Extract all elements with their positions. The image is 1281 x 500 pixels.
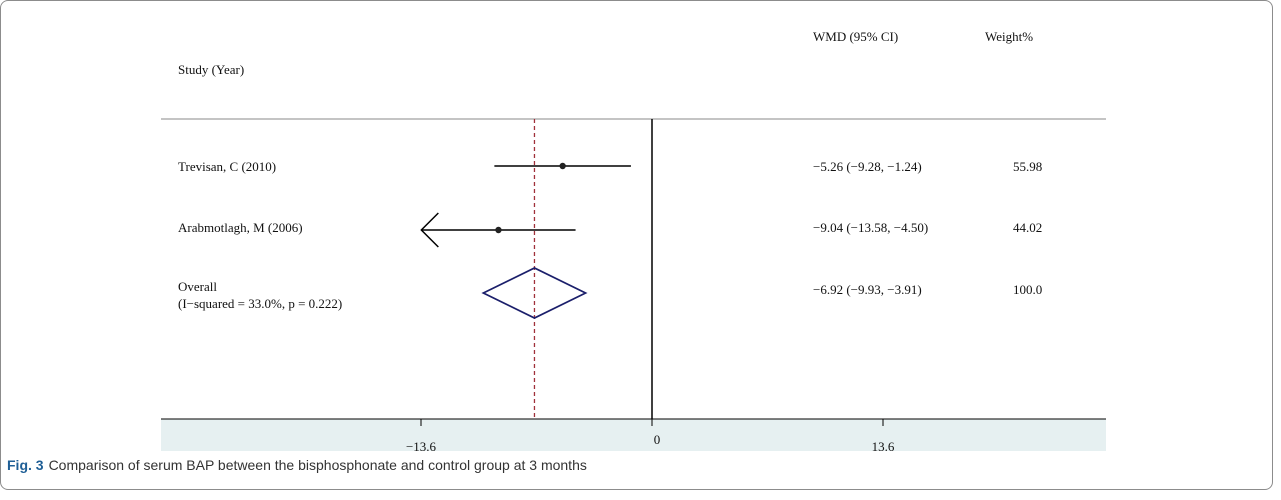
header-wmd: WMD (95% CI) xyxy=(813,29,898,44)
x-tick-label-2: 0 xyxy=(654,432,661,447)
overall-weight: 100.0 xyxy=(1013,282,1042,297)
study-wmd-2: −9.04 (−13.58, −4.50) xyxy=(813,220,928,235)
study-label-1: Trevisan, C (2010) xyxy=(178,159,276,174)
header-study: Study (Year) xyxy=(178,62,244,77)
study-weight-1: 55.98 xyxy=(1013,159,1042,174)
point-estimate-1 xyxy=(559,163,565,169)
point-estimate-2 xyxy=(495,227,501,233)
figure-frame: Study (Year) WMD (95% CI) Weight% Trevis… xyxy=(0,0,1273,490)
forest-plot: Study (Year) WMD (95% CI) Weight% Trevis… xyxy=(1,1,1272,451)
header-weight: Weight% xyxy=(985,29,1033,44)
overall-label: Overall xyxy=(178,279,217,294)
x-tick-label-3: 13.6 xyxy=(872,439,895,451)
overall-heterogeneity: (I−squared = 33.0%, p = 0.222) xyxy=(178,296,342,311)
study-label-2: Arabmotlagh, M (2006) xyxy=(178,220,303,235)
overall-wmd: −6.92 (−9.93, −3.91) xyxy=(813,282,922,297)
x-tick-label-1: −13.6 xyxy=(406,439,437,451)
caption-text: Comparison of serum BAP between the bisp… xyxy=(49,457,587,473)
study-wmd-1: −5.26 (−9.28, −1.24) xyxy=(813,159,922,174)
study-weight-2: 44.02 xyxy=(1013,220,1042,235)
figure-caption: Fig. 3 Comparison of serum BAP between th… xyxy=(7,457,587,473)
axis-band xyxy=(161,419,1106,451)
caption-label: Fig. 3 xyxy=(7,457,44,473)
